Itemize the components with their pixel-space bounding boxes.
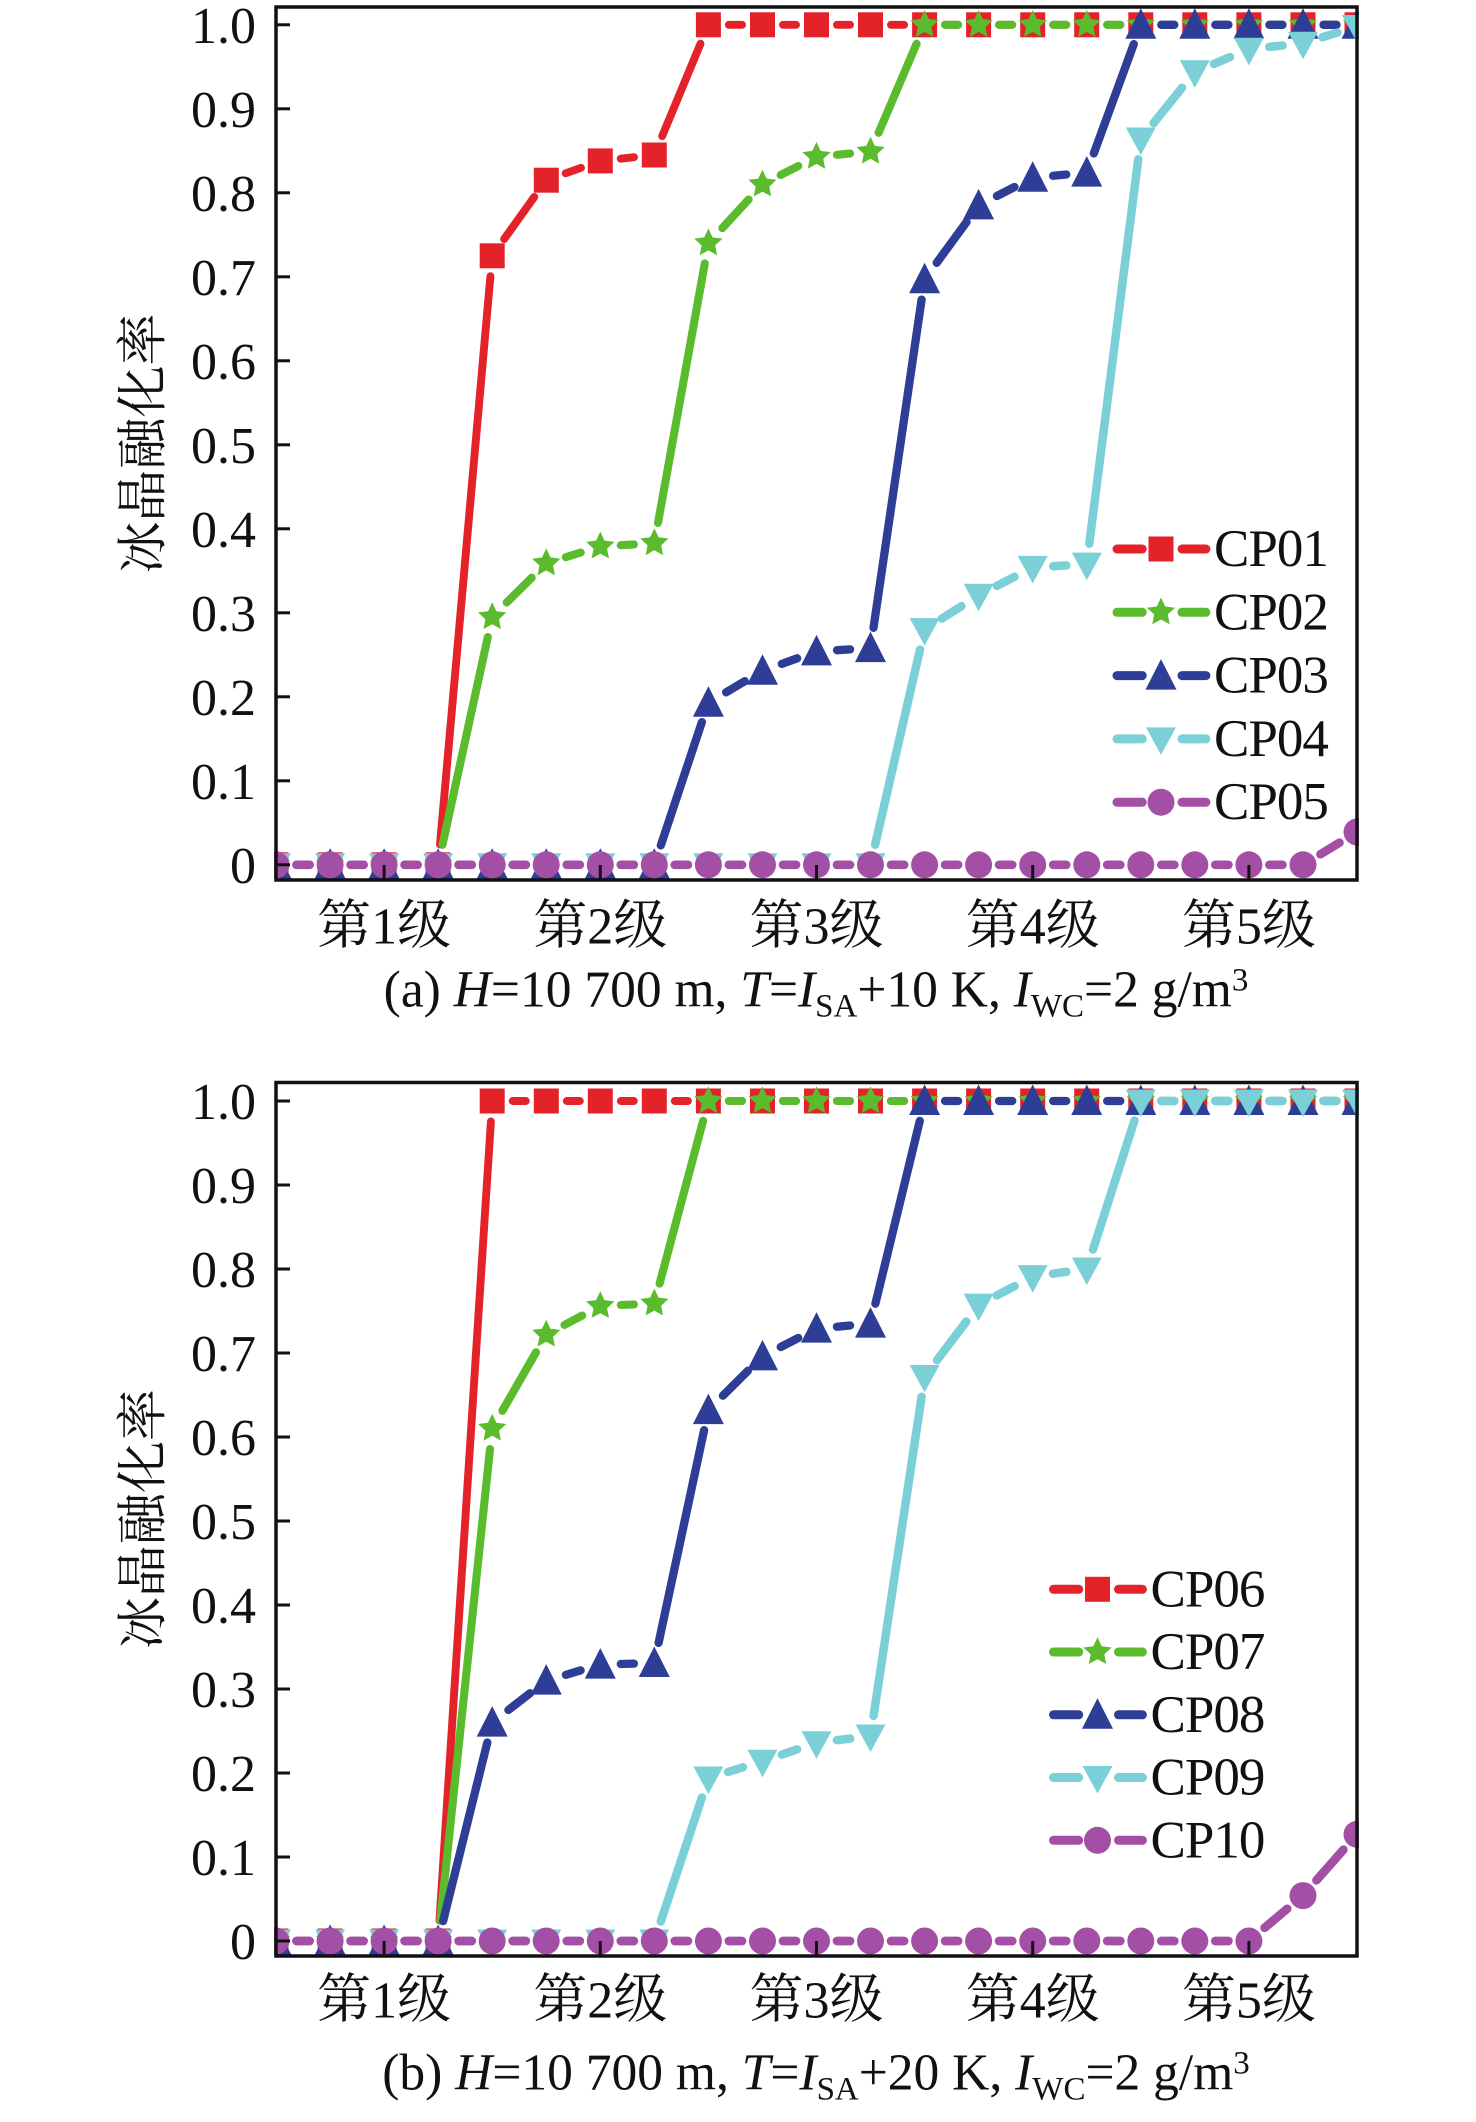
svg-text:0.6: 0.6 — [191, 334, 256, 391]
svg-text:CP08: CP08 — [1151, 1686, 1265, 1744]
svg-text:0.6: 0.6 — [191, 1410, 256, 1467]
svg-text:5: 5 — [1236, 1973, 1262, 2030]
svg-text:0.9: 0.9 — [191, 82, 256, 139]
svg-text:0.3: 0.3 — [191, 586, 256, 643]
svg-text:5: 5 — [1236, 899, 1262, 956]
svg-text:2: 2 — [587, 899, 613, 956]
svg-text:1: 1 — [371, 1973, 397, 2030]
svg-text:1.0: 1.0 — [191, 1074, 256, 1131]
svg-text:0.1: 0.1 — [191, 1830, 256, 1887]
svg-text:0.2: 0.2 — [191, 1746, 256, 1803]
svg-text:0: 0 — [230, 838, 256, 895]
svg-text:0.4: 0.4 — [191, 1578, 256, 1635]
svg-text:CP07: CP07 — [1151, 1623, 1265, 1681]
svg-text:0.9: 0.9 — [191, 1158, 256, 1215]
svg-text:0.7: 0.7 — [191, 1326, 256, 1383]
svg-text:2: 2 — [587, 1973, 613, 2030]
svg-text:0.8: 0.8 — [191, 1242, 256, 1299]
svg-text:3: 3 — [804, 1973, 830, 2030]
svg-text:1.0: 1.0 — [191, 0, 256, 55]
svg-text:0: 0 — [230, 1914, 256, 1971]
svg-text:0.3: 0.3 — [191, 1662, 256, 1719]
svg-text:CP05: CP05 — [1214, 773, 1328, 831]
svg-text:0.5: 0.5 — [191, 1494, 256, 1551]
svg-text:CP06: CP06 — [1151, 1560, 1265, 1618]
svg-text:CP02: CP02 — [1214, 583, 1328, 641]
svg-text:0.7: 0.7 — [191, 250, 256, 307]
svg-text:0.2: 0.2 — [191, 670, 256, 727]
svg-text:CP10: CP10 — [1151, 1811, 1265, 1869]
svg-text:4: 4 — [1020, 899, 1046, 956]
svg-text:0.4: 0.4 — [191, 502, 256, 559]
svg-text:(b) H=10 700 m, T=ISA+20 K, IW: (b) H=10 700 m, T=ISA+20 K, IWC=2 g/m3 — [382, 2045, 1250, 2108]
svg-text:1: 1 — [371, 899, 397, 956]
svg-text:0.5: 0.5 — [191, 418, 256, 475]
svg-text:4: 4 — [1020, 1973, 1046, 2030]
svg-text:0.8: 0.8 — [191, 166, 256, 223]
svg-text:CP01: CP01 — [1214, 520, 1328, 578]
svg-text:3: 3 — [804, 899, 830, 956]
svg-text:CP04: CP04 — [1214, 710, 1328, 768]
svg-text:0.1: 0.1 — [191, 754, 256, 811]
svg-text:CP03: CP03 — [1214, 647, 1328, 705]
svg-text:CP09: CP09 — [1151, 1749, 1265, 1807]
